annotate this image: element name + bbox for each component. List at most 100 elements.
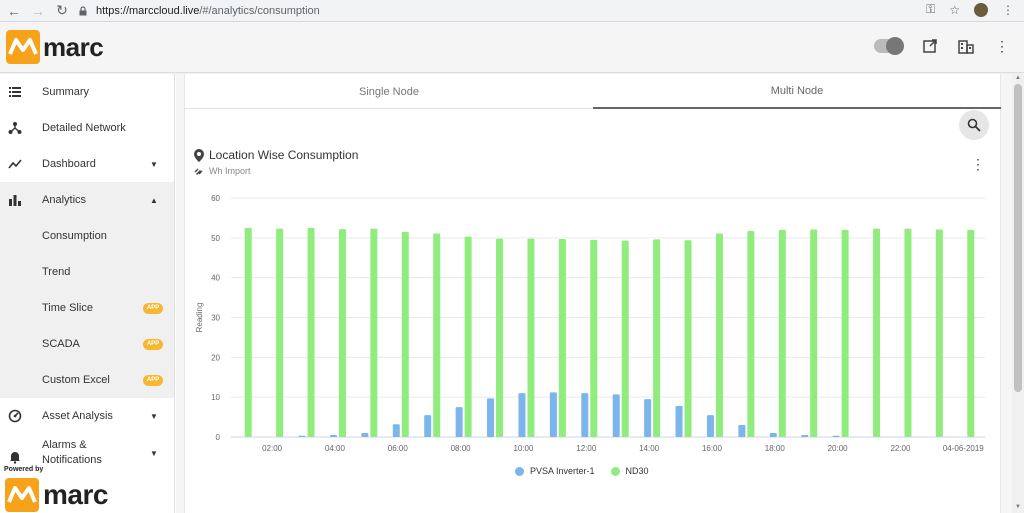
bar-nd30	[464, 236, 472, 437]
search-button[interactable]	[959, 110, 989, 140]
address-bar[interactable]: https://marccloud.live/#/analytics/consu…	[78, 2, 908, 20]
sidebar-item-asset-analysis[interactable]: Asset Analysis ▼	[0, 398, 174, 434]
logo-text: marc	[43, 31, 104, 62]
bar-pvsa	[644, 399, 652, 437]
chart-menu-icon[interactable]: ⋮	[971, 156, 985, 172]
legend-label: PVSA Inverter-1	[530, 466, 595, 476]
bar-nd30	[904, 228, 912, 437]
chart-title-text: Location Wise Consumption	[209, 148, 359, 162]
bar-nd30	[527, 238, 535, 437]
theme-toggle[interactable]	[874, 37, 904, 55]
key-icon[interactable]: ⚿	[926, 2, 936, 16]
x-tick-label: 12:00	[576, 444, 597, 453]
url-path: /#/analytics/consumption	[199, 5, 320, 17]
bar-pvsa	[832, 435, 840, 437]
x-tick-label: 04:00	[325, 444, 346, 453]
x-tick-label: 16:00	[702, 444, 723, 453]
sidebar-item-label: Alarms & Notifications	[42, 438, 102, 468]
avatar[interactable]	[974, 2, 988, 17]
x-tick-label: 14:00	[639, 444, 660, 453]
bar-pvsa	[706, 415, 714, 437]
sidebar-item-alarms[interactable]: Alarms & Notifications ▼	[0, 434, 174, 472]
bar-pvsa	[581, 393, 589, 437]
star-icon[interactable]: ☆	[949, 2, 960, 17]
y-tick-label: 30	[211, 314, 220, 323]
more-vert-icon[interactable]: ⋮	[1002, 2, 1014, 17]
sidebar-item-summary[interactable]: Summary	[0, 74, 174, 110]
app-badge: APP	[143, 374, 163, 386]
bar-nd30	[590, 239, 598, 437]
bar-nd30	[967, 229, 975, 437]
bar-nd30	[621, 240, 629, 437]
toggle-knob	[886, 37, 904, 55]
bar-pvsa	[738, 425, 746, 437]
menu-kebab-icon[interactable]: ⋮	[995, 37, 1009, 54]
y-tick-label: 60	[211, 194, 220, 203]
app-header: marc ⋮	[0, 22, 1024, 73]
tab-single-node[interactable]: Single Node	[359, 85, 419, 98]
bar-nd30	[433, 233, 441, 437]
x-tick-label: 22:00	[890, 444, 911, 453]
list-icon	[9, 87, 21, 97]
bar-pvsa	[675, 405, 683, 437]
legend-item-nd30[interactable]: ND30	[610, 466, 649, 476]
page-scrollbar[interactable]: ▲ ▼	[1012, 74, 1024, 513]
scroll-thumb[interactable]	[1014, 84, 1022, 392]
logo[interactable]: marc	[6, 30, 104, 64]
sidebar-subitem-consumption[interactable]: Consumption	[0, 218, 174, 254]
marc-logo-icon	[5, 478, 39, 512]
legend-item-pvsa[interactable]: PVSA Inverter-1	[515, 466, 595, 476]
bar-pvsa	[392, 424, 400, 437]
bar-pvsa	[612, 394, 620, 437]
sidebar-subitem-custom-excel[interactable]: Custom Excel APP	[0, 362, 174, 398]
scroll-up-icon[interactable]: ▲	[1015, 75, 1021, 81]
building-icon[interactable]	[958, 38, 974, 54]
sidebar-subitem-trend[interactable]: Trend	[0, 254, 174, 290]
bar-pvsa	[487, 398, 495, 437]
open-external-icon[interactable]	[922, 38, 938, 54]
y-tick-label: 40	[211, 274, 220, 283]
y-tick-label: 10	[211, 393, 220, 402]
consumption-chart: 0 10 20 30 40 50 60 Reading 02:00 04:00 06:00 08:00…	[195, 194, 985, 453]
bar-pvsa	[455, 407, 463, 437]
reload-icon[interactable]: ↻	[56, 2, 68, 18]
bar-pvsa	[329, 435, 337, 437]
sidebar-item-label: Asset Analysis	[42, 410, 113, 422]
bar-nd30	[778, 229, 786, 437]
bar-pvsa	[549, 392, 557, 437]
location-pin-icon	[194, 148, 204, 162]
alarms-label-line2: Notifications	[42, 454, 102, 466]
forward-icon[interactable]: →	[31, 2, 45, 19]
legend-label: ND30	[625, 466, 649, 476]
sidebar-subitem-scada[interactable]: SCADA APP	[0, 326, 174, 362]
back-icon[interactable]: ←	[7, 2, 21, 19]
bar-nd30	[747, 231, 755, 437]
sidebar-subitem-time-slice[interactable]: Time Slice APP	[0, 290, 174, 326]
x-tick-label: 08:00	[451, 444, 472, 453]
bell-icon	[10, 452, 20, 464]
bar-pvsa	[801, 435, 809, 437]
bar-pvsa	[769, 433, 777, 437]
sidebar-item-dashboard[interactable]: Dashboard ▼	[0, 146, 174, 182]
bar-nd30	[276, 228, 284, 437]
legend-dot	[610, 466, 620, 476]
browser-toolbar: ← → ↻ https://marccloud.live/#/analytics…	[0, 0, 1024, 22]
bar-nd30	[338, 229, 346, 437]
subitem-label: SCADA	[42, 338, 80, 350]
gauge-icon	[8, 409, 22, 423]
sidebar-item-analytics[interactable]: Analytics ▲	[0, 182, 174, 218]
link-icon	[194, 168, 203, 175]
bar-nd30	[810, 229, 818, 437]
bar-nd30	[307, 227, 315, 437]
chart-legend: PVSA Inverter-1 ND30	[515, 466, 649, 476]
tab-multi-node[interactable]: Multi Node	[593, 74, 1001, 109]
x-tick-label: 02:00	[262, 444, 283, 453]
node-tabs: Single Node Multi Node	[185, 74, 1002, 109]
scroll-down-icon[interactable]: ▼	[1015, 504, 1021, 510]
network-icon	[8, 122, 22, 134]
sidebar-item-detailed-network[interactable]: Detailed Network	[0, 110, 174, 146]
y-tick-label: 50	[211, 234, 220, 243]
x-tick-label: 18:00	[765, 444, 786, 453]
main-content: Single Node Multi Node Location Wise Con…	[176, 74, 1012, 513]
powered-logo-text: marc	[43, 479, 108, 510]
